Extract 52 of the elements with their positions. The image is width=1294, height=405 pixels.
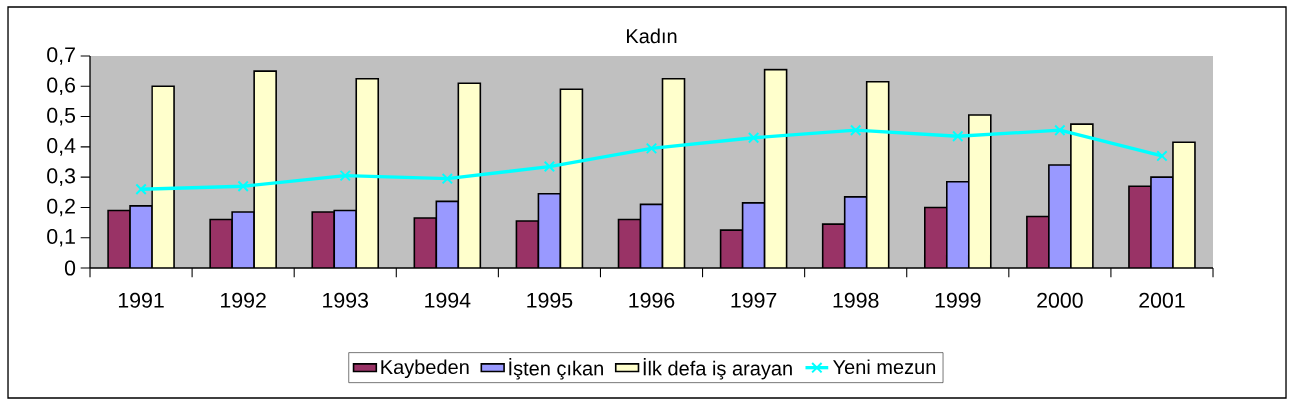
- point: [135, 183, 147, 195]
- point: [1156, 150, 1168, 162]
- bar: [560, 89, 583, 268]
- bar: [458, 83, 481, 268]
- x-tick-label: 1999: [935, 292, 981, 308]
- legend-label: İşten çıkan: [509, 357, 603, 380]
- point: [747, 132, 760, 144]
- bar: [720, 230, 743, 268]
- bar: [538, 193, 561, 268]
- x-tick-label: 1992: [221, 292, 266, 308]
- point: [952, 130, 964, 142]
- x-tick-label: 1997: [731, 292, 777, 308]
- legend-label: Yeni mezun: [833, 359, 936, 375]
- chart-title: Kadın: [627, 28, 677, 44]
- bar: [436, 201, 459, 268]
- y-tick-label: 0: [64, 260, 76, 276]
- legend-label: İlk defa iş arayan: [643, 357, 792, 380]
- y-tick-label: 0,4: [47, 138, 76, 156]
- y-tick-label: 0,2: [47, 198, 75, 217]
- x-tick-label: 1994: [425, 292, 471, 308]
- bar: [618, 219, 641, 268]
- bar: [844, 196, 867, 268]
- x-tick-label: 1998: [833, 292, 879, 308]
- x-tick-label: 2001: [1139, 292, 1185, 308]
- bar: [516, 221, 539, 268]
- point: [1054, 124, 1066, 136]
- x-tick-label: 1993: [323, 292, 369, 308]
- bar: [414, 218, 437, 268]
- x-tick-label: 1995: [527, 292, 573, 308]
- x-tick-label: 1991: [118, 292, 164, 308]
- point: [339, 169, 351, 182]
- y-tick-label: 0,5: [47, 107, 76, 126]
- bar: [1172, 141, 1196, 268]
- legend-label: Kaybeden: [381, 359, 469, 379]
- bar: [764, 69, 787, 268]
- y-tick-label: 0,7: [47, 47, 75, 65]
- x-tick-label: 2000: [1037, 292, 1083, 308]
- bar: [640, 204, 663, 268]
- point: [645, 142, 658, 155]
- y-tick-label: 0,6: [47, 77, 76, 96]
- bar: [946, 181, 969, 268]
- y-tick-label: 0,3: [47, 168, 76, 186]
- bar: [662, 78, 685, 268]
- point: [543, 160, 556, 173]
- bar: [822, 224, 845, 268]
- point: [441, 172, 454, 185]
- y-tick-label: 0,1: [47, 228, 75, 247]
- bar: [866, 81, 889, 268]
- point: [849, 124, 862, 136]
- point: [237, 180, 249, 192]
- bar: [742, 202, 765, 268]
- x-tick-label: 1996: [629, 292, 675, 308]
